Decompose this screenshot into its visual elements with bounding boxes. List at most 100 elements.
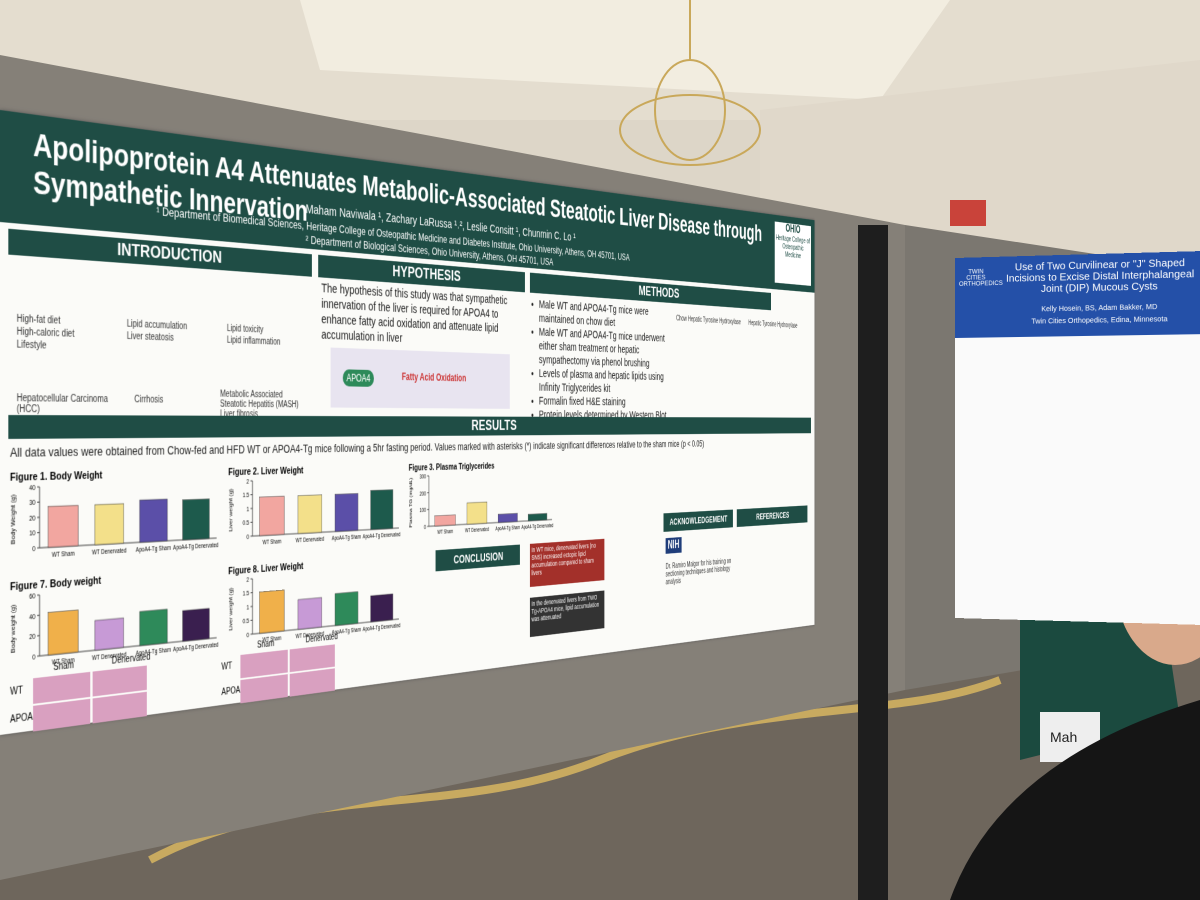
y-tick-label: 0 <box>247 632 250 639</box>
method-bullet: Formalin fixed H&E staining <box>539 395 676 410</box>
y-tick-label: 30 <box>29 500 36 508</box>
section-heading: ACKNOWLEDGEMENT <box>663 509 733 532</box>
bar-chart: Figure 1. Body Weight Body Weight (g) 0 10 2… <box>10 470 220 559</box>
x-tick-label: WT Sham <box>52 658 75 667</box>
second-poster-affiliation: Twin Cities Orthopedics, Edina, Minnesot… <box>1031 316 1168 326</box>
bar <box>260 496 285 535</box>
graphic-label: APOA4 <box>342 369 374 387</box>
x-tick-label: WT Denervated <box>296 632 325 641</box>
exit-sign <box>950 200 986 226</box>
x-tick-label: ApoA4-Tg Sham <box>136 648 171 658</box>
histology-column-label: Sham <box>257 638 275 651</box>
hypothesis-graphic: APOA4 Fatty Acid Oxidation <box>330 347 510 409</box>
person-shirt <box>950 700 1200 900</box>
chandelier <box>619 0 761 166</box>
poster: Apolipoprotein A4 Attenuates Metabolic-A… <box>0 110 815 735</box>
method-bullet: Male WT and APOA4-Tg mice underwent eith… <box>539 326 676 372</box>
bar <box>95 618 124 650</box>
bar <box>528 514 547 521</box>
y-tick-label: 300 <box>420 474 427 480</box>
bar <box>335 592 358 626</box>
method-bullet: Levels of plasma and hepatic lipids usin… <box>539 367 676 397</box>
y-tick-label: 60 <box>29 593 36 601</box>
bar-chart: Figure 7. Body weight Body weight (g) 0 20 4… <box>10 575 220 667</box>
bar <box>260 590 285 633</box>
section-heading: CONCLUSION <box>435 544 520 572</box>
y-axis-label: Liver weight (g) <box>229 489 234 532</box>
x-tick-label: ApoA4-Tg Denervated <box>173 643 218 654</box>
x-tick-label: WT Denervated <box>296 537 325 544</box>
histology-row-label: WT <box>221 661 233 673</box>
section-heading: RESULTS <box>8 415 811 439</box>
x-tick-label: ApoA4-Tg Denervated <box>363 533 401 541</box>
acknowledgement-text: Dr. Ramiro Malgor for his training on se… <box>665 557 732 587</box>
x-tick-label: ApoA4-Tg Denervated <box>173 543 218 552</box>
x-tick-label: ApoA4-Tg Sham <box>332 628 361 637</box>
intro-label: Lifestyle <box>16 339 47 352</box>
bar <box>335 494 358 532</box>
y-tick-label: 100 <box>420 508 427 514</box>
y-axis-label: Body weight (g) <box>11 604 17 653</box>
y-tick-label: 20 <box>29 515 36 523</box>
y-tick-label: 1 <box>247 605 250 612</box>
bar <box>140 609 168 645</box>
results-text: All data values were obtained from Chow-… <box>10 438 705 460</box>
figure-title: Figure 1. Body Weight <box>10 470 103 484</box>
methods-list: Male WT and APOA4-Tg mice were maintaine… <box>530 297 675 422</box>
y-tick-label: 0 <box>32 546 36 554</box>
intro-label: Lipid inflammation <box>226 335 281 348</box>
second-poster: TWIN CITIES ORTHOPEDICS Use of Two Curvi… <box>955 250 1200 626</box>
conclusion-box: In the denervated livers from TWO Tg-APO… <box>529 590 605 638</box>
bar <box>48 505 78 547</box>
intro-label: Cirrhosis <box>134 394 164 406</box>
second-poster-authors: Kelly Hosein, BS, Adam Bakker, MD <box>1041 303 1158 314</box>
bar <box>298 598 322 630</box>
x-tick-label: ApoA4-Tg Sham <box>332 535 361 542</box>
y-tick-label: 1 <box>247 506 250 513</box>
logo-text: Heritage College of Osteopathic Medicine <box>775 233 810 261</box>
y-axis-label: Liver weight (g) <box>229 588 234 631</box>
bar <box>371 490 393 530</box>
bar <box>371 594 393 622</box>
logo: OHIO Heritage College of Osteopathic Med… <box>774 221 811 286</box>
second-poster-header: TWIN CITIES ORTHOPEDICS Use of Two Curvi… <box>955 250 1200 338</box>
x-tick-label: WT Sham <box>263 539 282 546</box>
intro-diagram: High-fat diet High-caloric diet Lifestyle L… <box>8 259 312 420</box>
bar <box>95 504 124 545</box>
y-tick-label: 40 <box>29 613 36 621</box>
method-figure-title: Hepatic Tyrosine Hydroxylase <box>748 319 798 330</box>
bar <box>498 513 517 522</box>
y-tick-label: 200 <box>420 491 427 497</box>
ceiling-recess <box>300 0 950 100</box>
section-heading: REFERENCES <box>736 505 808 528</box>
board-frame <box>858 225 888 900</box>
x-tick-label: WT Sham <box>52 551 75 559</box>
y-axis-label: Body Weight (g) <box>11 495 17 545</box>
conclusion-box: In WT mice, denervated livers (no SNS) i… <box>529 538 605 588</box>
x-tick-label: WT Sham <box>437 530 453 536</box>
y-tick-label: 0.5 <box>243 618 250 625</box>
figures: Figure 1. Body Weight Body Weight (g) 0 10 2… <box>0 110 814 667</box>
y-axis-label: Plasma TG (mg/dL) <box>409 478 413 528</box>
x-tick-label: WT Denervated <box>92 548 127 556</box>
y-tick-label: 0.5 <box>243 520 250 527</box>
x-tick-label: WT Sham <box>263 636 282 644</box>
y-tick-label: 0 <box>424 525 426 531</box>
y-tick-label: 40 <box>29 485 36 493</box>
bar <box>140 499 168 542</box>
y-tick-label: 0 <box>247 534 250 541</box>
x-tick-label: WT Denervated <box>92 652 127 662</box>
bar <box>48 610 78 655</box>
hypothesis-text: The hypothesis of this study was that sy… <box>321 280 508 346</box>
y-tick-label: 1.5 <box>243 591 250 598</box>
x-tick-label: WT Denervated <box>465 527 489 534</box>
bar-chart: Figure 3. Plasma Triglycerides Plasma TG … <box>409 462 555 536</box>
y-tick-label: 10 <box>29 530 36 538</box>
histology-row-label: WT <box>10 685 23 698</box>
graphic-label: Fatty Acid Oxidation <box>401 370 467 384</box>
figure-title: Figure 8. Liver Weight <box>228 561 304 577</box>
figure-title: Figure 2. Liver Weight <box>228 466 304 478</box>
bar <box>467 502 487 524</box>
bar-chart: Figure 8. Liver Weight Liver weight (g) 0 0… <box>228 561 402 644</box>
method-figure-title: Chow Hepatic Tyrosine Hydroxylase <box>676 314 741 327</box>
